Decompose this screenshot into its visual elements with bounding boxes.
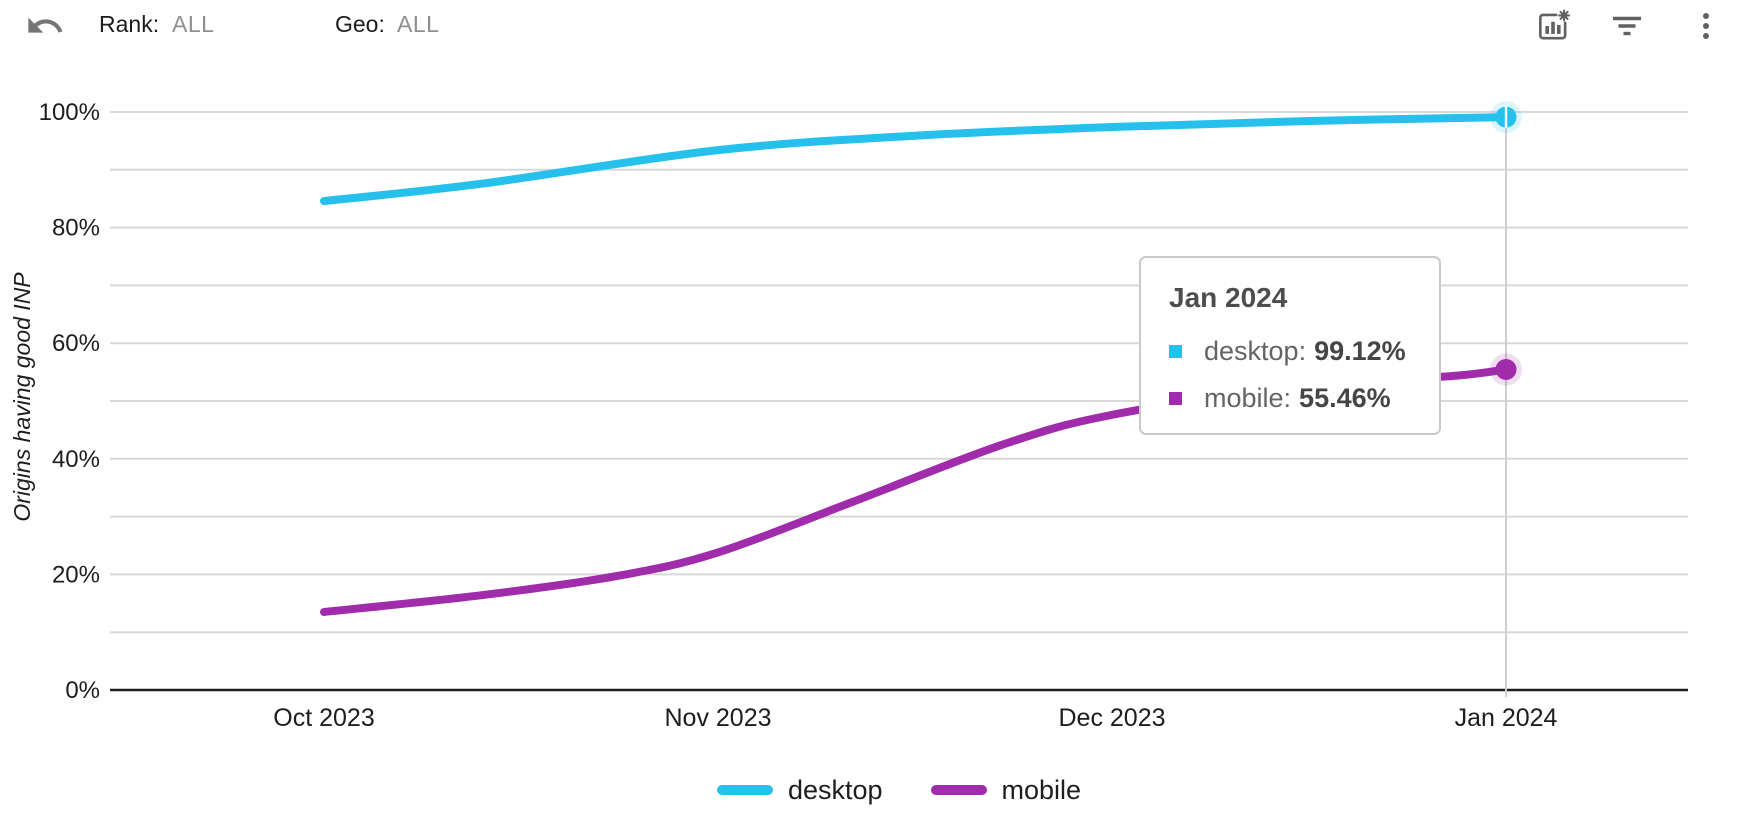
chart-settings-icon [1534,7,1572,48]
geo-filter-label: Geo: [335,11,385,37]
undo-icon [25,6,65,49]
y-tick-label: 100% [39,99,100,126]
x-tick-label: Nov 2023 [664,704,771,732]
tooltip-mobile-label: mobile: [1204,383,1292,413]
desktop-legend-swatch [716,785,773,795]
tooltip-row-desktop: desktop: 99.12% [1169,336,1411,367]
rank-filter-label: Rank: [99,11,160,37]
legend-item-mobile: mobile [930,774,1082,806]
mobile-swatch [1169,392,1182,405]
x-tick-label: Dec 2023 [1058,704,1165,732]
toolbar: Rank: ALL Geo: ALL [0,0,1752,56]
more-options-button[interactable] [1683,4,1729,50]
x-tick-label: Jan 2024 [1455,704,1558,732]
undo-button[interactable] [22,4,68,50]
mobile-legend-label: mobile [1001,774,1082,805]
y-tick-label: 80% [52,215,100,242]
tooltip-desktop-label: desktop: [1204,336,1307,366]
chart-legend: desktop mobile [110,768,1688,812]
mobile-legend-swatch [930,785,987,795]
tooltip-desktop-value: 99.12% [1314,336,1406,366]
chart-settings-button[interactable] [1530,4,1576,50]
tooltip-title: Jan 2024 [1169,282,1288,313]
legend-item-desktop: desktop [716,774,883,806]
y-tick-label: 40% [52,446,100,473]
filter-button[interactable] [1604,4,1650,50]
desktop-swatch [1169,345,1182,358]
x-tick-label: Oct 2023 [273,704,374,732]
filter-icon [1609,8,1645,47]
data-point-mobile[interactable] [1495,358,1517,380]
y-tick-label: 60% [52,330,100,357]
kebab-menu-icon [1688,8,1724,47]
desktop-legend-label: desktop [787,774,883,805]
y-axis-title: Origins having good INP [9,272,35,522]
tooltip-mobile-value: 55.46% [1299,383,1391,413]
tooltip-row-mobile: mobile: 55.46% [1169,383,1411,414]
geo-filter-value[interactable]: ALL [397,11,440,37]
series-line-desktop[interactable] [320,113,1510,206]
y-tick-label: 20% [52,561,100,588]
crosshair-slit [1504,106,1508,129]
rank-filter-value[interactable]: ALL [172,11,215,37]
y-tick-label: 0% [65,677,100,704]
chart-tooltip: Jan 2024 desktop: 99.12% mobile: 55.46% [1139,256,1441,435]
